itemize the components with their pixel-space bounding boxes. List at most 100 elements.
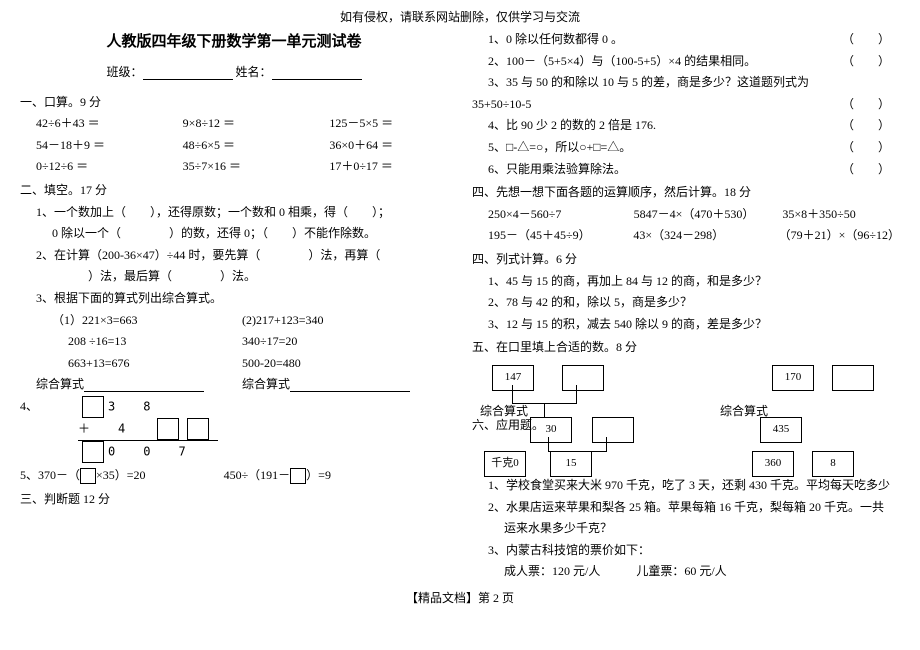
- judge-5: 5、□-△=○，所以○+□=△。 （ ）: [472, 137, 900, 159]
- paren: （ ）: [842, 115, 890, 137]
- sec1-row3: 0÷12÷6 ＝ 35÷7×16 ＝ 17＋0÷17 ＝: [36, 156, 448, 178]
- digit-box: [82, 396, 104, 418]
- eq: 195－（45＋45÷9）: [488, 225, 605, 247]
- sec4-row1: 250×4－560÷7 5847－4×（470＋530） 35×8＋350÷50: [488, 204, 900, 226]
- digit-box: [187, 418, 209, 440]
- lc3: 3、12 与 15 的积，减去 540 除以 9 的商，差是多少？: [488, 314, 900, 336]
- section-3-heading: 三、判断题 12 分: [20, 489, 448, 511]
- dbox-empty: [832, 365, 874, 391]
- p3-left-col: （1）221×3=663 208 ÷16=13 663+13=676 综合算式: [36, 310, 242, 396]
- p3l1: （1）221×3=663: [52, 310, 242, 332]
- lc2: 2、78 与 42 的和，除以 5，商是多少？: [488, 292, 900, 314]
- arithmetic-block: 3 8 ＋ 4 0 0 7: [78, 396, 218, 463]
- digit-box: [82, 441, 104, 463]
- name-label: 姓名：: [236, 65, 272, 79]
- sec1-row2: 54－18＋9 ＝ 48÷6×5 ＝ 36×0＋64 ＝: [36, 135, 448, 157]
- fill-diagram: 147 170 综合算式 综合算式 30 435 千克0 15 360: [472, 365, 900, 475]
- eq: 35÷7×16 ＝: [183, 156, 302, 178]
- sec2-item2a: 2、在计算（200-36×47）÷44 时，要先算（ ）法，再算（: [36, 245, 448, 267]
- plus: ＋: [78, 421, 98, 435]
- sec2-item1b: 0 除以一个（ ）的数，还得 0；（ ）不能作除数。: [52, 223, 448, 245]
- dbox-360: 360: [752, 451, 794, 477]
- judge-6: 6、只能用乘法验算除法。 （ ）: [472, 159, 900, 181]
- comb-left: 综合算式: [36, 374, 242, 396]
- arith-row1: 3 8: [78, 396, 218, 418]
- i5b: ×35）=20: [96, 468, 146, 482]
- eq: 250×4－560÷7: [488, 204, 606, 226]
- app1: 1、学校食堂买来大米 970 千克，吃了 3 天，还剩 430 千克。平均每天吃…: [488, 475, 900, 497]
- sec2-item3: 3、根据下面的算式列出综合算式。: [36, 288, 448, 310]
- eq: 42÷6＋43 ＝: [36, 113, 155, 135]
- eq: （79＋21）×（96÷12）: [779, 225, 900, 247]
- eq: 43×（324－298）: [633, 225, 750, 247]
- app2: 2、水果店运来苹果和梨各 25 箱。苹果每箱 16 千克，梨每箱 20 千克。一…: [488, 497, 900, 519]
- sec6-heading-inline: 六、应用题。: [472, 415, 544, 437]
- eq: 35×8＋350÷50: [782, 204, 900, 226]
- diag-line: [576, 385, 577, 403]
- digit-box: [157, 418, 179, 440]
- comb-label: 综合算式: [242, 377, 290, 391]
- j3b-text: 35+50÷10-5: [472, 97, 531, 111]
- comb-blank: [84, 379, 204, 392]
- j5-text: 5、□-△=○，所以○+□=△。: [488, 140, 631, 154]
- comb-blank: [290, 379, 410, 392]
- item4-label: 4、: [20, 396, 38, 418]
- diag-line: [548, 437, 549, 451]
- app3b: 成人票：120 元/人 儿童票：60 元/人: [504, 561, 900, 583]
- p3r1: (2)217+123=340: [242, 310, 448, 332]
- paren: （ ）: [842, 94, 890, 116]
- d: 3: [108, 399, 123, 413]
- fill-box: [80, 468, 96, 484]
- main-title: 人教版四年级下册数学第一单元测试卷: [20, 29, 448, 56]
- eq: 0÷12÷6 ＝: [36, 156, 155, 178]
- class-label: 班级：: [106, 65, 142, 79]
- d: 7: [179, 444, 194, 458]
- arith-row3: 0 0 7: [78, 441, 218, 463]
- judge-2: 2、100－（5+5×4）与（100-5+5）×4 的结果相同。（ ）: [472, 51, 900, 73]
- judge-1: 1、0 除以任何数都得 0 。（ ）: [472, 29, 900, 51]
- eq: 5847－4×（470＋530）: [634, 204, 755, 226]
- j4-text: 4、比 90 少 2 的数的 2 倍是 176.: [488, 118, 656, 132]
- p3r3: 500-20=480: [242, 353, 448, 375]
- sec2-item2b: ）法，最后算（ ）法。: [52, 266, 448, 288]
- class-name-line: 班级： 姓名：: [20, 62, 448, 84]
- j6-text: 6、只能用乘法验算除法。: [488, 162, 626, 176]
- judge-4: 4、比 90 少 2 的数的 2 倍是 176. （ ）: [472, 115, 900, 137]
- eq: 17＋0÷17 ＝: [329, 156, 448, 178]
- d: 8: [143, 399, 158, 413]
- p3r2: 340÷17=20: [242, 331, 448, 353]
- header-warning: 如有侵权，请联系网站删除，仅供学习与交流: [20, 8, 900, 25]
- eq: 125－5×5 ＝: [329, 113, 448, 135]
- sec1-row1: 42÷6＋43 ＝ 9×8÷12 ＝ 125－5×5 ＝: [36, 113, 448, 135]
- eq: 54－18＋9 ＝: [36, 135, 155, 157]
- sec2-item5: 5、370－（×35）=20 450÷（191－）=9: [20, 465, 448, 487]
- dbox-qn: 千克0: [484, 451, 526, 477]
- two-column-layout: 人教版四年级下册数学第一单元测试卷 班级： 姓名： 一、口算。9 分 42÷6＋…: [20, 29, 900, 583]
- app3: 3、内蒙古科技馆的票价如下：: [488, 540, 900, 562]
- section-1-heading: 一、口算。9 分: [20, 92, 448, 114]
- section-4-heading: 四、先想一想下面各题的运算顺序，然后计算。18 分: [472, 182, 900, 204]
- sec2-problem3-cols: （1）221×3=663 208 ÷16=13 663+13=676 综合算式 …: [36, 310, 448, 396]
- paren: （ ）: [842, 159, 890, 181]
- i5a: 5、370－（: [20, 468, 80, 482]
- paren: （ ）: [842, 29, 890, 51]
- p3l3: 663+13=676: [68, 353, 242, 375]
- section-5-heading: 五、在口里填上合适的数。8 分: [472, 337, 900, 359]
- eq: 9×8÷12 ＝: [183, 113, 302, 135]
- dbox-empty: [592, 417, 634, 443]
- dbox-empty: [562, 365, 604, 391]
- d: 0: [108, 444, 123, 458]
- page-footer: 【精品文档】第 2 页: [20, 589, 900, 606]
- name-blank: [272, 67, 362, 80]
- sec2-item1a: 1、一个数加上（ ），还得原数；一个数和 0 相乘，得（ ）；: [36, 202, 448, 224]
- lc1: 1、45 与 15 的商，再加上 84 与 12 的商，和是多少？: [488, 271, 900, 293]
- paren: （ ）: [842, 137, 890, 159]
- p3-right-col: (2)217+123=340 340÷17=20 500-20=480 综合算式: [242, 310, 448, 396]
- section-2-heading: 二、填空。17 分: [20, 180, 448, 202]
- p3l2: 208 ÷16=13: [68, 331, 242, 353]
- i5d: ）=9: [306, 468, 331, 482]
- app2b: 运来水果多少千克？: [504, 518, 900, 540]
- d: 4: [118, 421, 133, 435]
- comb-label: 综合算式: [36, 377, 84, 391]
- diag-line: [606, 437, 607, 451]
